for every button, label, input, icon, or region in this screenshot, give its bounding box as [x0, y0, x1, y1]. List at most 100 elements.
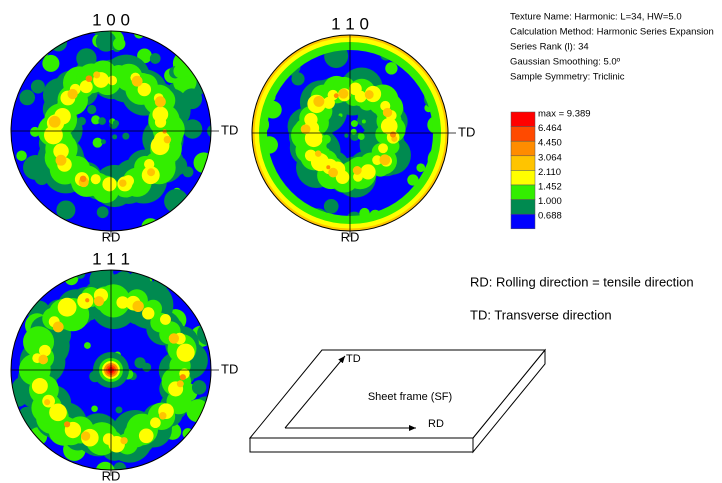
legend-swatch: [510, 199, 536, 215]
contour-ring: [102, 177, 117, 192]
contour-ring: [142, 307, 155, 320]
note: RD: Rolling direction = tensile directio…: [470, 274, 694, 289]
sheet-td: TD: [346, 353, 361, 365]
contour-speck: [95, 139, 102, 145]
legend-swatch: [510, 140, 536, 157]
contour-ring: [39, 344, 51, 357]
legend-label: 1.452: [538, 182, 562, 193]
contour-patch: [93, 31, 103, 36]
contour-ring: [79, 80, 93, 94]
contour-ring: [137, 82, 152, 97]
contours: [11, 270, 211, 470]
contour-ring: [138, 428, 154, 444]
outline: [10, 30, 212, 232]
contour-ring: [64, 421, 71, 428]
contour-ring: [57, 297, 77, 317]
contour-speck: [122, 132, 130, 140]
contour-ring: [147, 168, 156, 177]
contour-patch: [416, 163, 426, 173]
contour-ring: [380, 117, 398, 135]
legend-label: 3.064: [538, 152, 562, 163]
contour-ring: [93, 296, 105, 307]
contour-speck: [87, 104, 97, 115]
legend-label: 6.464: [538, 123, 562, 134]
contour-ring: [119, 179, 127, 187]
contour-patch: [207, 124, 211, 138]
pole-figure: 1 1 1 TD RD: [10, 249, 238, 483]
contour-speck: [98, 117, 106, 125]
legend-swatch: [510, 213, 536, 230]
contour-ring: [31, 377, 48, 394]
contour-ring: [338, 88, 349, 99]
contour-speck: [77, 116, 86, 126]
pole-figure: 1 1 0 TD RD: [251, 14, 475, 244]
contour-ring: [314, 150, 322, 157]
contour-ring: [176, 343, 195, 362]
contour-ring: [53, 143, 69, 159]
contour-ring: [179, 374, 186, 381]
sheet-frame: [248, 348, 547, 454]
contour-patch: [385, 62, 398, 75]
contour-speck: [83, 342, 91, 349]
contour-speck: [326, 142, 333, 150]
contour-ring: [328, 167, 338, 178]
contour-speck: [91, 405, 98, 412]
contour-patch: [113, 462, 127, 470]
contour-ring: [154, 96, 166, 108]
contour-ring: [120, 437, 128, 445]
contour-ring: [154, 116, 167, 128]
contour-ring: [79, 175, 87, 183]
info-line: Texture Name: Harmonic: L=34, HW=5.0: [510, 12, 682, 23]
contour-ring: [131, 75, 143, 87]
contour-patch: [96, 206, 109, 219]
contour-ring: [150, 417, 161, 429]
contour-ring: [38, 354, 49, 365]
contour-ring: [360, 164, 376, 180]
contour-speck: [350, 120, 358, 128]
note: TD: Transverse direction: [470, 307, 612, 322]
rd-label: RD: [102, 468, 121, 483]
td-label: TD: [221, 122, 238, 137]
contour-ring: [52, 321, 64, 333]
legend: max = 9.389 6.464 4.450 3.064 2.110 1.452 1.00…: [510, 109, 591, 230]
contour-patch: [291, 72, 305, 86]
contour-ring: [379, 154, 391, 166]
contour-patch: [16, 150, 27, 161]
contour-speck: [361, 119, 366, 124]
contour-ring: [389, 131, 397, 138]
legend-swatch: [510, 170, 536, 186]
contour-ring: [372, 155, 382, 166]
contour-ring: [300, 124, 311, 135]
contour-speck: [350, 128, 357, 135]
contour-ring: [85, 75, 93, 83]
contour-patch: [173, 64, 188, 79]
contour-patch: [191, 380, 207, 395]
contour-speck: [91, 115, 101, 125]
pole-figure: 1 0 0 TD RD: [10, 10, 238, 244]
contour-speck: [333, 115, 343, 125]
contour-ring: [80, 431, 91, 441]
contour-ring: [352, 166, 362, 175]
legend-label: 2.110: [538, 167, 561, 178]
contour-ring: [313, 95, 325, 107]
pole-title: 1 1 0: [331, 14, 369, 33]
contour-patch: [30, 126, 41, 137]
contour-speck: [322, 134, 331, 144]
contour-speck: [100, 139, 106, 145]
contour-patch: [149, 53, 161, 64]
td-label: TD: [458, 124, 475, 139]
contour-ring: [49, 403, 67, 422]
contour-patch: [98, 270, 114, 277]
legend-swatch: [510, 155, 536, 171]
outline: [10, 269, 212, 471]
contour-ring: [378, 143, 388, 154]
contour-ring: [162, 129, 167, 134]
contour-ring: [44, 399, 51, 406]
contour-patch: [56, 200, 76, 220]
contour-speck: [357, 133, 365, 140]
contour-speck: [142, 362, 152, 372]
contour-ring: [333, 93, 339, 99]
contour-ring: [67, 88, 78, 100]
contour-ring: [382, 107, 393, 118]
